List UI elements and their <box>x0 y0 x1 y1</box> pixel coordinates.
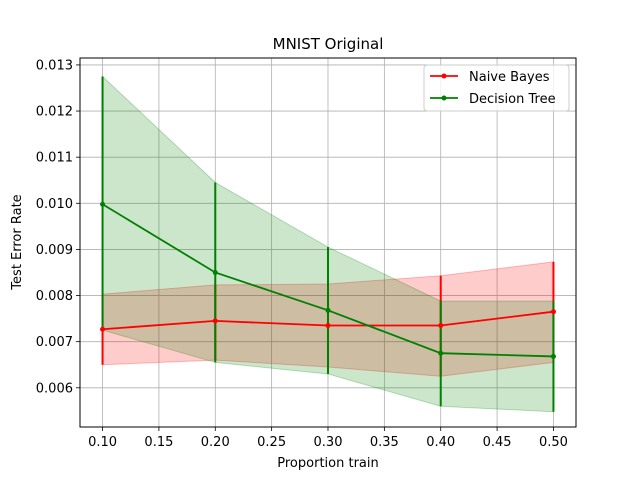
legend: Naive Bayes Decision Tree <box>423 64 570 112</box>
x-tick-label: 0.30 <box>314 435 343 450</box>
x-tick-label: 0.35 <box>370 435 399 450</box>
legend-box <box>423 64 570 112</box>
x-tick-label: 0.50 <box>539 435 568 450</box>
y-tick-label: 0.011 <box>36 151 73 166</box>
point-naive-bayes <box>212 318 218 324</box>
y-tick-label: 0.010 <box>36 197 73 212</box>
x-tick-label: 0.10 <box>88 435 117 450</box>
x-tick-label: 0.25 <box>257 435 286 450</box>
y-tick-label: 0.013 <box>36 58 73 73</box>
x-tick-label: 0.40 <box>426 435 455 450</box>
point-naive-bayes <box>325 323 331 329</box>
x-tick-label: 0.45 <box>483 435 512 450</box>
legend-marker-decision-tree <box>441 95 447 101</box>
point-naive-bayes <box>550 309 556 315</box>
point-naive-bayes <box>438 323 444 329</box>
legend-label-naive-bayes: Naive Bayes <box>469 70 550 85</box>
y-axis-label: Test Error Rate <box>10 194 25 290</box>
legend-marker-naive-bayes <box>441 73 447 79</box>
series-points <box>100 201 556 359</box>
x-tick-label: 0.20 <box>201 435 230 450</box>
point-decision-tree <box>100 201 106 207</box>
y-ticks: 0.006 0.007 0.008 0.009 0.010 0.011 0.012 0.013 <box>36 58 80 396</box>
chart-title: MNIST Original <box>273 35 384 53</box>
point-decision-tree <box>438 350 444 356</box>
point-naive-bayes <box>100 326 106 332</box>
point-decision-tree <box>550 353 556 359</box>
y-tick-label: 0.009 <box>36 243 73 258</box>
point-decision-tree <box>325 307 331 313</box>
y-tick-label: 0.008 <box>36 289 73 304</box>
y-tick-label: 0.006 <box>36 381 73 396</box>
x-axis-label: Proportion train <box>277 456 378 471</box>
y-tick-label: 0.012 <box>36 105 73 120</box>
x-ticks: 0.10 0.15 0.20 0.25 0.30 0.35 0.40 0.45 0.50 <box>88 427 568 450</box>
x-tick-label: 0.15 <box>144 435 173 450</box>
legend-label-decision-tree: Decision Tree <box>469 92 556 107</box>
y-tick-label: 0.007 <box>36 335 73 350</box>
point-decision-tree <box>212 269 218 275</box>
